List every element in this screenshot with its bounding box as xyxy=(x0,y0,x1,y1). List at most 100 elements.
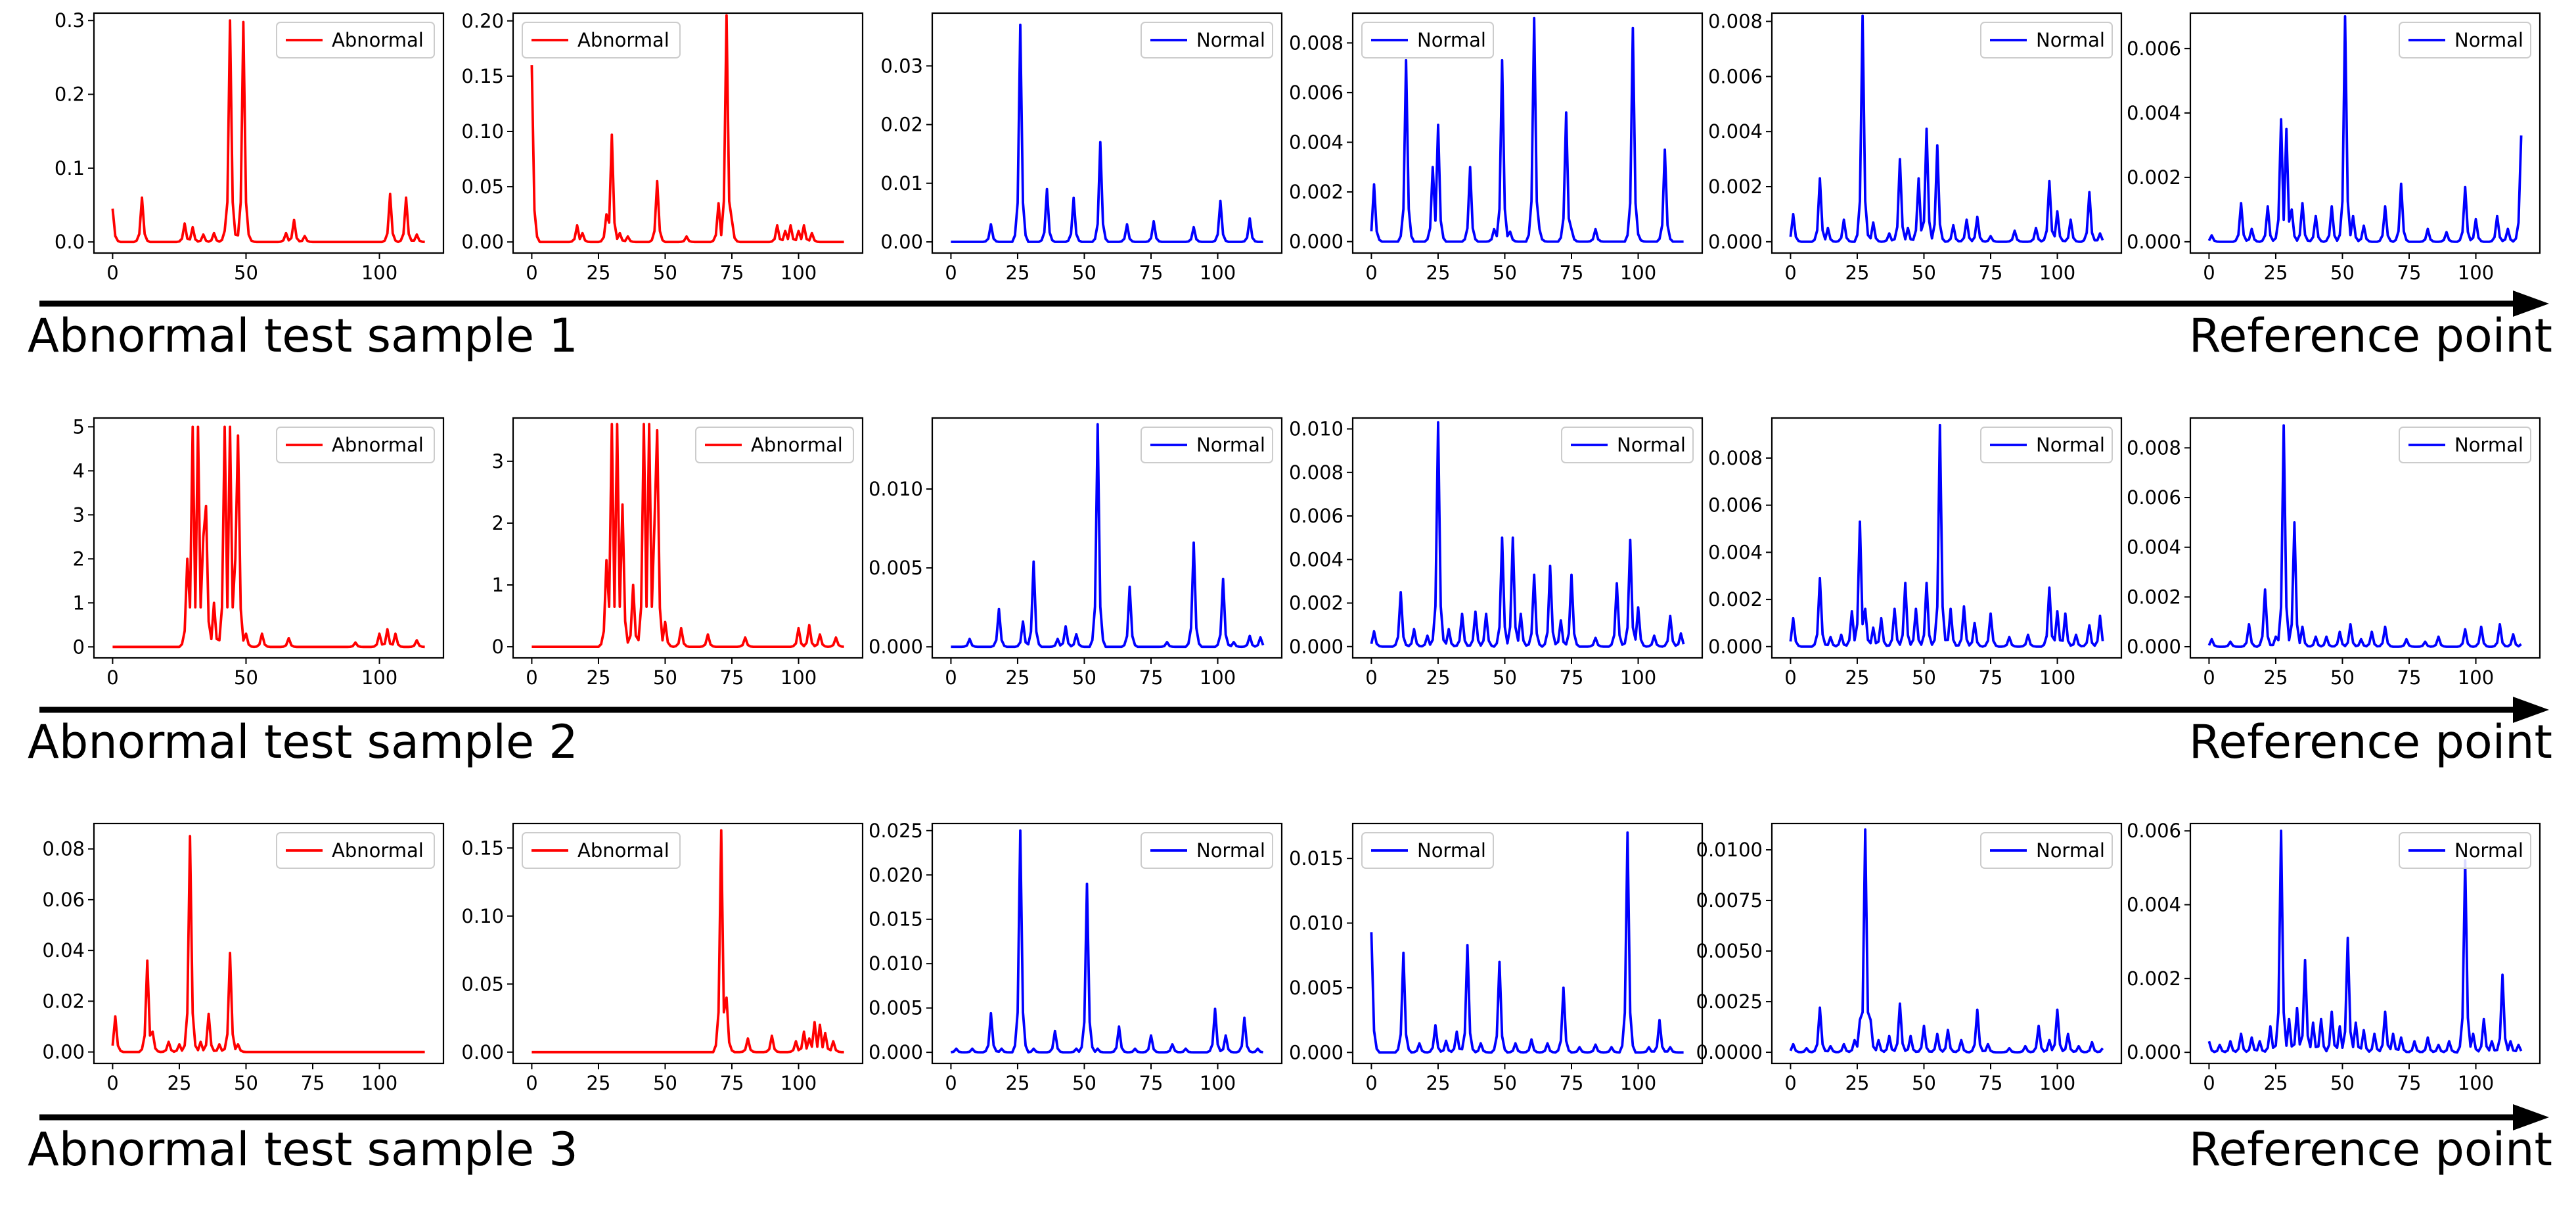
chart-r2c3-series-line xyxy=(951,423,1265,649)
chart-r2c1-legend-box xyxy=(276,427,435,463)
chart-r3c2-ytick-label: 0.10 xyxy=(461,905,504,927)
chart-r2c6-legend-box xyxy=(2399,427,2531,463)
chart-r3c4-ytick-label: 0.010 xyxy=(1289,912,1344,935)
chart-r1c5-xtick-label: 100 xyxy=(2039,262,2075,284)
chart-r3c5-ytick-label: 0.0100 xyxy=(1696,839,1763,861)
chart-r2c5-frame xyxy=(1771,417,2123,659)
chart-r1c4-ytick-label: 0.002 xyxy=(1289,181,1344,203)
chart-r2c5-ytick-label: 0.008 xyxy=(1708,447,1763,469)
chart-r1c4-ytick-label: 0.008 xyxy=(1289,32,1344,54)
chart-r3c1-legend-box xyxy=(276,832,435,869)
chart-r2c1: 0 50 100 0 1 2 3 4 5 Abnormal xyxy=(73,415,445,689)
chart-r1c2-legend-label: Abnormal xyxy=(577,29,669,51)
chart-r2c3-xtick-label: 100 xyxy=(1200,666,1236,689)
chart-r1c6-legend: Normal xyxy=(2399,22,2531,58)
chart-r2c5-legend: Normal xyxy=(1980,427,2113,463)
chart-r2c4-ytick-label: 0.006 xyxy=(1289,505,1344,527)
chart-r1c2-ytick-label: 0.00 xyxy=(461,231,504,253)
chart-r1c2-series-line xyxy=(530,14,844,244)
chart-r3c6-xtick-label: 25 xyxy=(2264,1072,2288,1094)
chart-r3c3-xtick-label: 100 xyxy=(1200,1072,1236,1094)
chart-r1c3-ytick-label: 0.03 xyxy=(880,55,923,77)
chart-r2c2-ytick-label: 2 xyxy=(492,512,504,534)
chart-r2c4-xtick-label: 0 xyxy=(1365,666,1377,689)
chart-r3c2-frame xyxy=(512,822,864,1065)
chart-r1c3-legend: Normal xyxy=(1141,22,1273,58)
chart-r2c4-ytick-label: 0.004 xyxy=(1289,548,1344,570)
chart-r2c2: 0 25 50 75 100 0 1 2 3 Abnormal xyxy=(492,417,864,689)
chart-r3c5-ytick-label: 0.0025 xyxy=(1696,990,1763,1013)
chart-r3c4-legend-label: Normal xyxy=(1417,839,1486,862)
chart-r1c5-xtick-label: 25 xyxy=(1845,262,1870,284)
chart-r2c6-ytick-label: 0.002 xyxy=(2127,586,2181,608)
chart-r2c6-ytick-label: 0.008 xyxy=(2127,436,2181,459)
chart-r1c2: 0 25 50 75 100 0.00 0.05 0.10 0.15 0.20 Abnormal xyxy=(461,10,864,284)
chart-r1c1-xtick-label: 0 xyxy=(106,262,118,284)
chart-r2c2-xtick-label: 100 xyxy=(780,666,817,689)
chart-r1c6-ytick-label: 0.000 xyxy=(2127,231,2181,253)
chart-r2c4-legend-box xyxy=(1561,427,1694,463)
chart-r1c5-ytick-label: 0.004 xyxy=(1708,120,1763,143)
chart-r1c5: 0 25 50 75 100 0.000 0.002 0.004 0.006 0.008 Norma… xyxy=(1708,11,2123,284)
chart-r1c6-xtick-label: 50 xyxy=(2330,262,2355,284)
chart-r3c3-ytick-label: 0.000 xyxy=(869,1041,923,1063)
chart-r2c3-xtick-label: 0 xyxy=(945,666,957,689)
chart-r1c2-ytick-label: 0.15 xyxy=(461,65,504,87)
chart-r3c2-xtick-label: 0 xyxy=(526,1072,537,1094)
chart-r3c2-legend: Abnormal xyxy=(522,832,681,869)
chart-r3c5-ytick-label: 0.0050 xyxy=(1696,940,1763,962)
chart-r2c3-xtick-label: 50 xyxy=(1072,666,1096,689)
chart-r1c2-xtick-label: 100 xyxy=(780,262,817,284)
chart-r2c5-legend-box xyxy=(1980,427,2113,463)
chart-r2c2-legend-label: Abnormal xyxy=(751,434,843,456)
chart-r1c5-xtick-label: 75 xyxy=(1979,262,2003,284)
chart-r1c6-xtick-label: 0 xyxy=(2203,262,2215,284)
chart-r1c2-xtick-label: 75 xyxy=(720,262,744,284)
chart-r1c1-legend-box xyxy=(276,22,435,58)
chart-r2c1-legend: Abnormal xyxy=(276,427,435,463)
chart-r2c1-ytick-label: 4 xyxy=(73,459,85,482)
chart-r2c5-xtick-label: 25 xyxy=(1845,666,1870,689)
chart-r2c6-xtick-label: 25 xyxy=(2264,666,2288,689)
chart-r3c1-xtick-label: 50 xyxy=(234,1072,258,1094)
chart-r1c3-legend-label: Normal xyxy=(1196,29,1265,51)
chart-r3c5-xtick-label: 0 xyxy=(1784,1072,1796,1094)
chart-r2c2-xtick-label: 25 xyxy=(587,666,611,689)
chart-r1c6-legend-label: Normal xyxy=(2454,29,2523,51)
chart-r3c4-legend-box xyxy=(1361,832,1494,869)
chart-r1c6-ytick-label: 0.006 xyxy=(2127,37,2181,60)
chart-r3c1-xtick-label: 100 xyxy=(361,1072,397,1094)
chart-r3c5-frame xyxy=(1771,822,2123,1065)
chart-r2c4-legend-label: Normal xyxy=(1617,434,1686,456)
chart-r1c5-ytick-label: 0.000 xyxy=(1708,231,1763,253)
chart-r1c4-ytick-label: 0.000 xyxy=(1289,231,1344,253)
chart-r1c2-legend-box xyxy=(522,22,681,58)
chart-r2c3-xtick-label: 75 xyxy=(1139,666,1164,689)
chart-r1c1-series-line xyxy=(111,19,425,244)
chart-r3c1-frame xyxy=(93,822,445,1065)
chart-r2c4-xtick-label: 50 xyxy=(1493,666,1517,689)
chart-r1c4-legend-box xyxy=(1361,22,1494,58)
chart-r3c6-xtick-label: 75 xyxy=(2397,1072,2422,1094)
chart-r3c5-legend-label: Normal xyxy=(2036,839,2105,862)
chart-r3c5-xtick-label: 50 xyxy=(1912,1072,1936,1094)
chart-r3c6: 0 25 50 75 100 0.000 0.002 0.004 0.006 Normal xyxy=(2127,820,2541,1094)
row-2-reference-label: Reference point xyxy=(2189,715,2552,769)
chart-r3c4-series-line xyxy=(1370,831,1684,1054)
chart-r3c1-legend-label: Abnormal xyxy=(332,839,424,862)
chart-r3c1: 0 25 50 75 100 0.00 0.02 0.04 0.06 0.08 Abnormal xyxy=(42,822,445,1094)
chart-r2c6-ytick-label: 0.006 xyxy=(2127,486,2181,509)
chart-r3c1-xtick-label: 0 xyxy=(106,1072,118,1094)
chart-r2c2-ytick-label: 1 xyxy=(492,574,504,596)
chart-r1c1-ytick-label: 0.1 xyxy=(55,157,85,179)
chart-r3c2-xtick-label: 75 xyxy=(720,1072,744,1094)
chart-r3c2-legend-box xyxy=(522,832,681,869)
chart-r2c5-xtick-label: 100 xyxy=(2039,666,2075,689)
chart-r1c3-ytick-label: 0.02 xyxy=(880,114,923,136)
chart-r1c6-xtick-label: 75 xyxy=(2397,262,2422,284)
chart-r3c4-xtick-label: 50 xyxy=(1493,1072,1517,1094)
chart-r2c4-ytick-label: 0.010 xyxy=(1289,418,1344,440)
chart-r3c4-xtick-label: 75 xyxy=(1560,1072,1584,1094)
chart-r2c1-ytick-label: 0 xyxy=(73,636,85,658)
